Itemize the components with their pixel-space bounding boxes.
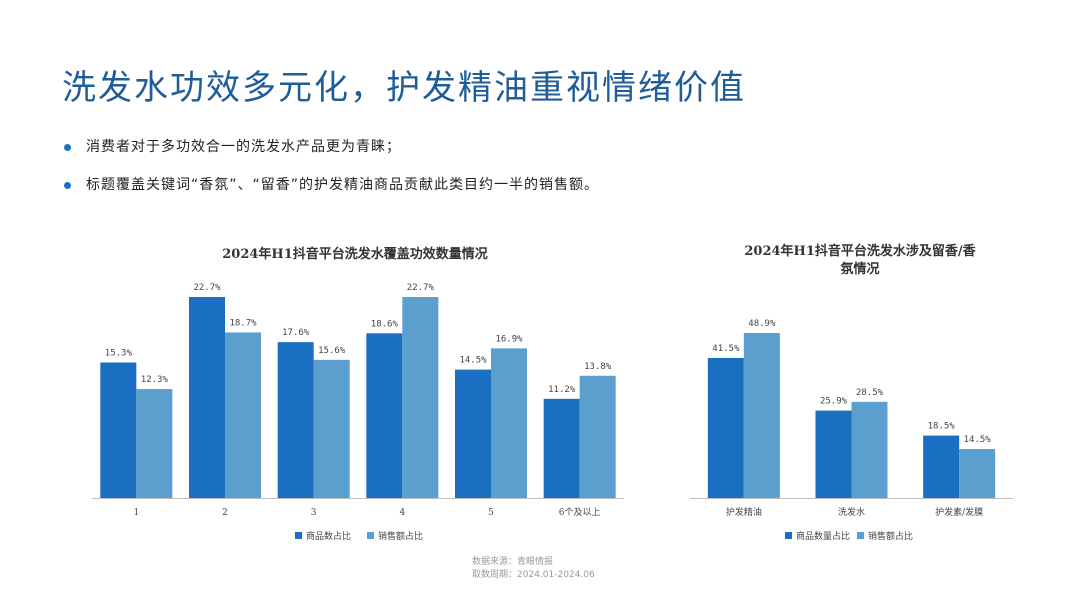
chart1-bar (491, 348, 527, 498)
bullet-dot-icon (64, 144, 71, 151)
chart2-data-label: 18.5% (928, 422, 956, 432)
chart2-bar (959, 449, 996, 498)
chart1-x-tick-label: 2 (222, 508, 228, 518)
chart1-title: 2024年H1抖音平台洗发水覆盖功效数量情况 (222, 247, 488, 262)
chart2-title: 2024年H1抖音平台洗发水涉及留香/香 氛情况 (700, 243, 1020, 279)
chart1-bar (277, 342, 314, 498)
chart1-legend-swatch (295, 532, 302, 539)
data-source-line: 数据来源：青眼情报 (472, 557, 554, 567)
chart2-data-label: 48.9% (748, 319, 776, 329)
chart1-bar (402, 297, 439, 498)
chart1-bar (366, 333, 403, 498)
chart2-x-tick-label: 洗发水 (838, 506, 865, 518)
bullet-item: 消费者对于多功效合一的洗发水产品更为青睐； (64, 137, 599, 175)
chart1-data-label: 17.6% (282, 328, 310, 338)
chart1-data-label: 22.7% (193, 283, 221, 293)
chart1-bar (455, 369, 491, 498)
chart1-x-tick-label: 4 (399, 508, 405, 518)
chart1-data-label: 22.7% (407, 283, 435, 293)
chart2-bar (815, 410, 852, 498)
chart2-data-label: 41.5% (712, 344, 740, 354)
chart1-bar (313, 359, 350, 498)
chart1-bar (189, 297, 225, 498)
chart2-bar (743, 333, 780, 498)
chart2-title-line2: 氛情况 (840, 262, 880, 277)
chart2-data-label: 14.5% (964, 435, 992, 445)
chart2-bar (707, 357, 744, 498)
chart1-data-label: 11.2% (548, 385, 576, 395)
chart1-data-label: 16.9% (495, 334, 523, 344)
chart1-data-label: 18.7% (229, 318, 257, 328)
bullet-dot-icon (64, 182, 71, 189)
chart2-legend-label: 商品数量占比 (796, 530, 850, 542)
chart1-x-tick-label: 6个及以上 (559, 507, 601, 518)
chart2-bar (851, 401, 888, 498)
bullet-item: 标题覆盖关键词“香氛”、“留香”的护发精油商品贡献此类目约一半的销售额。 (64, 175, 599, 213)
chart1-data-label: 15.6% (318, 346, 346, 356)
chart1-data-label: 15.3% (105, 349, 133, 359)
chart1-x-tick-label: 3 (311, 508, 317, 518)
chart1-bar (579, 375, 616, 498)
bullet-text: 消费者对于多功效合一的洗发水产品更为青睐； (86, 139, 401, 155)
chart2-legend-swatch (857, 532, 864, 539)
chart1-data-label: 18.6% (371, 319, 399, 329)
page-title: 洗发水功效多元化，护发精油重视情绪价值 (62, 68, 746, 108)
chart2-x-tick-label: 护发精油 (726, 506, 762, 518)
chart1-bar (136, 389, 173, 498)
chart2-data-label: 28.5% (856, 388, 884, 398)
chart1-x-tick-label: 5 (488, 508, 494, 518)
data-source-note: 数据来源：青眼情报 取数周期：2024.01-2024.06 (472, 556, 595, 582)
chart2-x-tick-label: 护发素/发膜 (935, 506, 983, 518)
chart1-legend-swatch (367, 532, 374, 539)
chart1-legend-label: 销售额占比 (378, 530, 423, 542)
chart2-title-line1: 2024年H1抖音平台洗发水涉及留香/香 (744, 244, 976, 259)
chart1-legend-label: 商品数占比 (306, 530, 351, 542)
chart1-bar (543, 398, 580, 498)
chart2-data-label: 25.9% (820, 397, 848, 407)
chart1-data-label: 12.3% (141, 375, 169, 385)
chart2-legend-label: 销售额占比 (868, 530, 913, 542)
chart1-bar (225, 332, 261, 498)
chart1-bar (100, 362, 137, 498)
chart1-data-label: 13.8% (584, 362, 612, 372)
chart2-bar (923, 435, 960, 498)
chart1-x-tick-label: 1 (133, 508, 139, 518)
chart1-data-label: 14.5% (459, 356, 487, 366)
bullet-list: 消费者对于多功效合一的洗发水产品更为青睐； 标题覆盖关键词“香氛”、“留香”的护… (64, 137, 599, 213)
data-period-line: 取数周期：2024.01-2024.06 (472, 570, 595, 580)
chart2-legend-swatch (785, 532, 792, 539)
bullet-text: 标题覆盖关键词“香氛”、“留香”的护发精油商品贡献此类目约一半的销售额。 (86, 177, 600, 193)
